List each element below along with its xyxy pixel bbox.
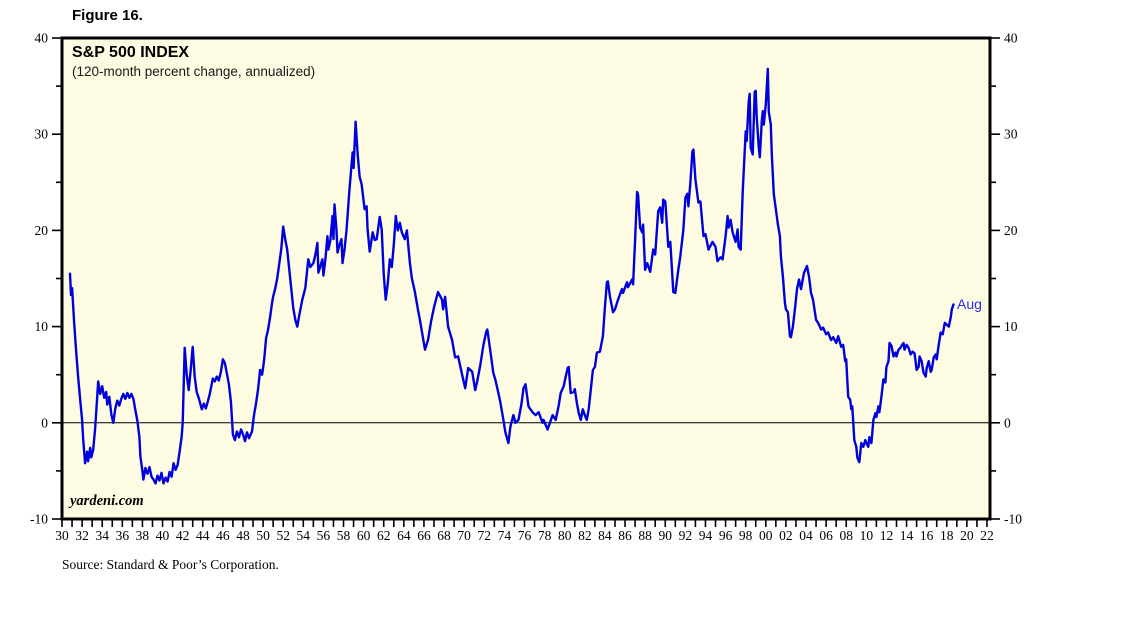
x-tick-label: 06 [819, 528, 833, 543]
x-tick-label: 88 [638, 528, 652, 543]
x-tick-label: 54 [297, 528, 311, 543]
y-tick-label-right: 40 [1004, 31, 1018, 46]
x-tick-label: 32 [75, 528, 89, 543]
x-tick-label: 90 [659, 528, 673, 543]
x-tick-label: 86 [618, 528, 632, 543]
x-tick-label: 30 [55, 528, 69, 543]
x-tick-label: 44 [196, 528, 210, 543]
chart-title: S&P 500 INDEX [72, 44, 190, 61]
x-tick-label: 60 [357, 528, 371, 543]
y-tick-label-right: 30 [1004, 127, 1018, 142]
y-tick-label-left: 20 [35, 223, 49, 238]
yardeni-watermark: yardeni.com [70, 493, 144, 509]
x-tick-label: 76 [518, 528, 532, 543]
x-tick-label: 82 [578, 528, 592, 543]
x-tick-label: 16 [920, 528, 934, 543]
x-tick-label: 62 [377, 528, 391, 543]
x-tick-label: 40 [156, 528, 170, 543]
x-tick-label: 00 [759, 528, 773, 543]
y-tick-label-right: 20 [1004, 223, 1018, 238]
x-tick-label: 84 [598, 528, 612, 543]
plot-background [62, 38, 990, 519]
x-tick-label: 70 [457, 528, 471, 543]
x-tick-label: 50 [256, 528, 270, 543]
x-tick-label: 74 [498, 528, 512, 543]
y-tick-label-left: 30 [35, 127, 49, 142]
y-tick-label-left: -10 [30, 512, 48, 527]
y-tick-label-left: 10 [35, 319, 49, 334]
y-tick-label-left: 0 [41, 415, 48, 430]
x-tick-label: 48 [236, 528, 250, 543]
x-tick-label: 66 [417, 528, 431, 543]
x-tick-label: 34 [95, 528, 109, 543]
x-tick-label: 02 [779, 528, 793, 543]
x-tick-label: 52 [276, 528, 290, 543]
x-tick-label: 72 [478, 528, 492, 543]
x-tick-label: 58 [337, 528, 351, 543]
x-tick-label: 04 [799, 528, 813, 543]
x-tick-label: 20 [960, 528, 974, 543]
x-tick-label: 18 [940, 528, 954, 543]
y-tick-label-right: -10 [1004, 512, 1022, 527]
x-tick-label: 46 [216, 528, 230, 543]
y-tick-label-right: 10 [1004, 319, 1018, 334]
x-tick-label: 78 [538, 528, 552, 543]
y-tick-label-right: 0 [1004, 415, 1011, 430]
x-tick-label: 94 [699, 528, 713, 543]
x-tick-label: 56 [317, 528, 331, 543]
figure-label: Figure 16. [72, 7, 143, 24]
x-tick-label: 14 [900, 528, 914, 543]
x-tick-label: 12 [880, 528, 894, 543]
source-note: Source: Standard & Poor’s Corporation. [62, 557, 279, 572]
x-tick-label: 80 [558, 528, 572, 543]
plot-border [60, 36, 992, 521]
x-tick-label: 92 [679, 528, 693, 543]
x-tick-label: 42 [176, 528, 190, 543]
x-tick-label: 68 [437, 528, 451, 543]
sp500-series-line [68, 67, 955, 485]
last-point-annotation: Aug [957, 296, 982, 312]
x-tick-label: 08 [839, 528, 853, 543]
x-tick-label: 96 [719, 528, 733, 543]
y-tick-label-left: 40 [35, 31, 49, 46]
x-tick-label: 36 [116, 528, 130, 543]
chart-subtitle: (120-month percent change, annualized) [72, 64, 316, 79]
x-tick-label: 22 [980, 528, 994, 543]
x-tick-label: 10 [860, 528, 874, 543]
x-tick-label: 64 [397, 528, 411, 543]
x-tick-label: 38 [136, 528, 150, 543]
x-tick-label: 98 [739, 528, 753, 543]
